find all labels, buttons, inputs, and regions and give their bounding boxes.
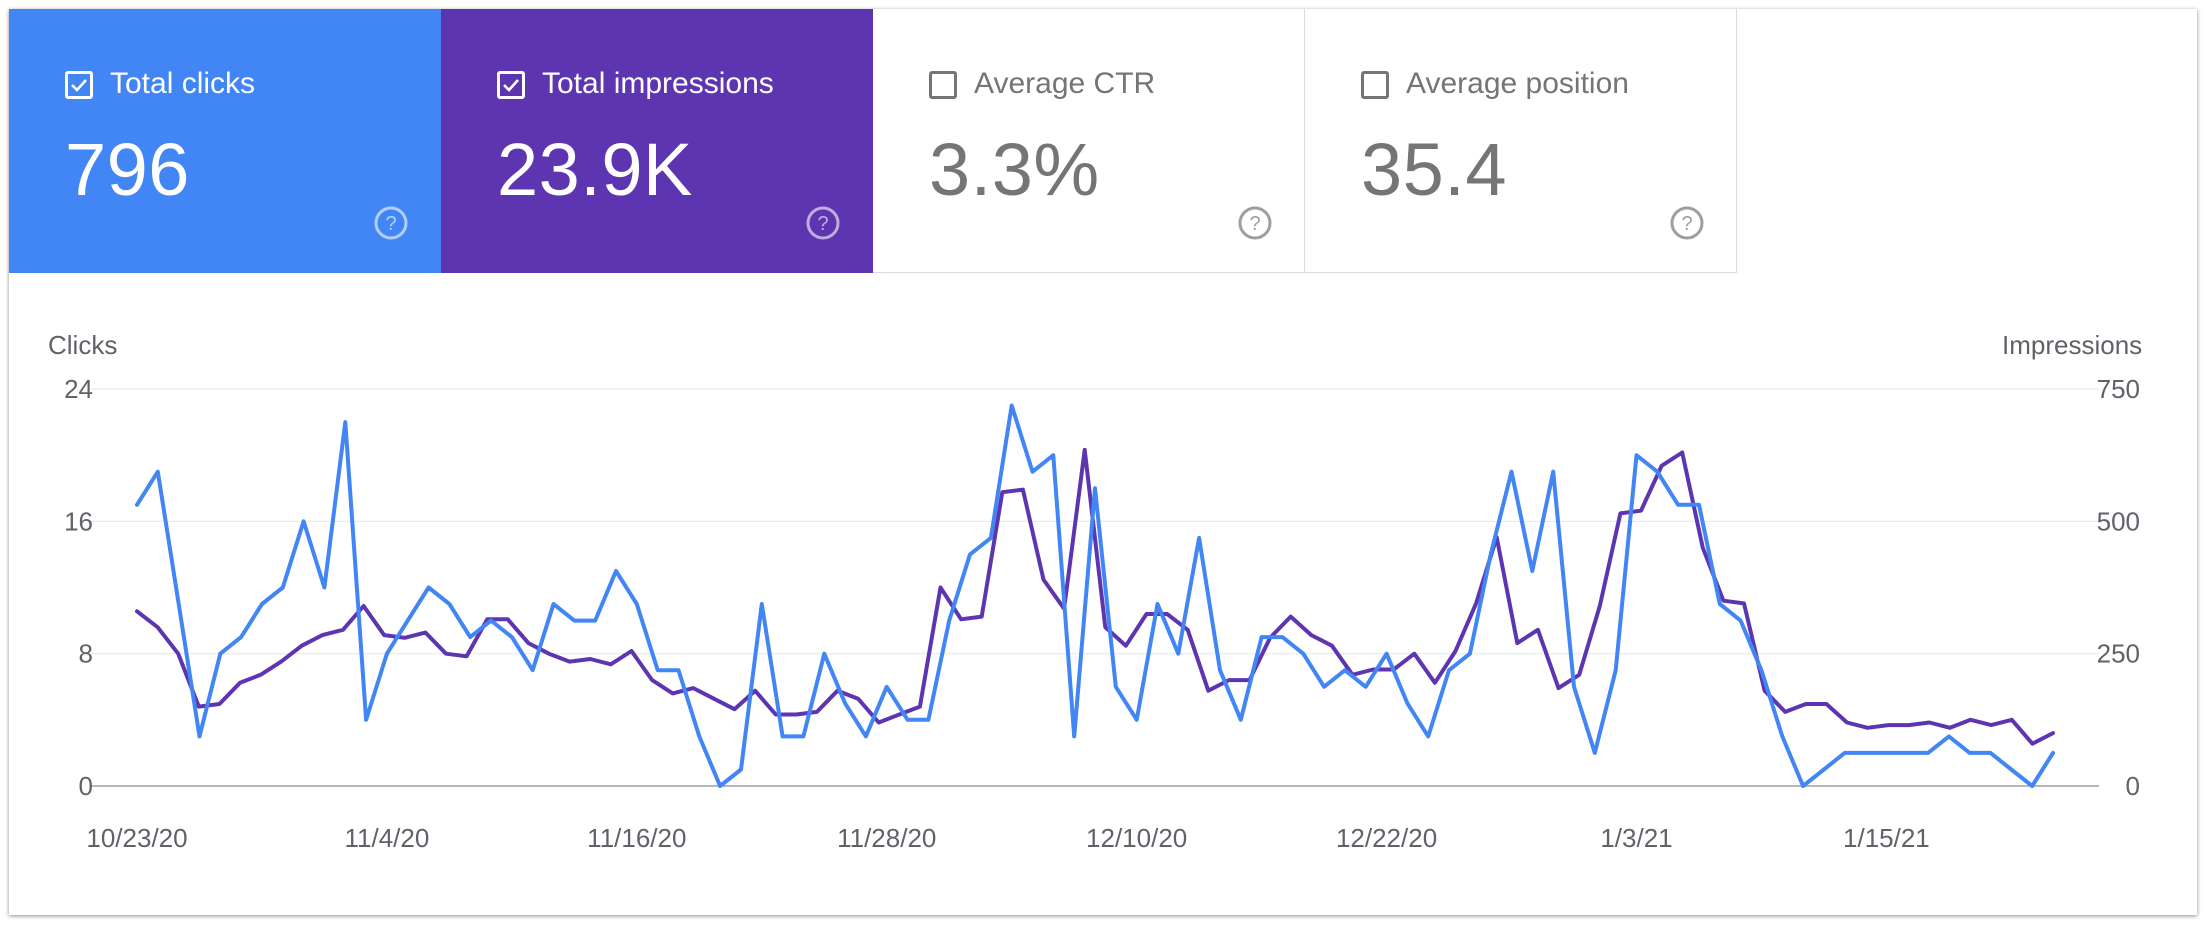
metric-value: 3.3% bbox=[929, 128, 1100, 211]
checkmark-icon bbox=[71, 79, 87, 92]
y-right-tick-label: 750 bbox=[2097, 374, 2140, 404]
y-left-tick-label: 24 bbox=[64, 374, 93, 404]
svg-text:?: ? bbox=[1249, 213, 1260, 235]
y-right-tick-label: 250 bbox=[2097, 639, 2140, 669]
metric-tile-average-ctr[interactable]: Average CTR 3.3% ? bbox=[873, 9, 1305, 273]
x-tick-label: 1/3/21 bbox=[1600, 823, 1672, 853]
checkmark-icon bbox=[503, 79, 519, 92]
x-tick-label: 11/28/20 bbox=[837, 823, 936, 853]
checkbox-icon[interactable] bbox=[497, 71, 525, 99]
help-circle-icon[interactable]: ? bbox=[373, 205, 409, 241]
x-tick-label: 11/4/20 bbox=[344, 823, 429, 853]
help-circle-icon[interactable]: ? bbox=[1237, 205, 1273, 241]
x-tick-label: 12/10/20 bbox=[1086, 823, 1187, 853]
x-tick-label: 1/15/21 bbox=[1843, 823, 1930, 853]
help-circle-icon[interactable]: ? bbox=[1669, 205, 1705, 241]
metric-tile-total-clicks[interactable]: Total clicks 796 ? bbox=[9, 9, 441, 273]
help-circle-icon[interactable]: ? bbox=[805, 205, 841, 241]
metric-label: Average CTR bbox=[974, 67, 1156, 100]
left-axis-title: Clicks bbox=[48, 330, 118, 360]
y-right-tick-label: 500 bbox=[2097, 506, 2140, 536]
metric-value: 796 bbox=[65, 128, 190, 211]
metric-tile-total-impressions[interactable]: Total impressions 23.9K ? bbox=[441, 9, 873, 273]
svg-text:?: ? bbox=[1681, 213, 1692, 235]
impressions-series-line bbox=[135, 447, 2055, 746]
checkbox-icon[interactable] bbox=[1361, 71, 1389, 99]
svg-text:?: ? bbox=[817, 213, 828, 235]
metric-value: 23.9K bbox=[497, 128, 693, 211]
clicks-series-line bbox=[135, 403, 2055, 788]
y-left-tick-label: 8 bbox=[79, 639, 93, 669]
metric-label: Total clicks bbox=[110, 67, 256, 100]
metric-value: 35.4 bbox=[1361, 128, 1508, 211]
y-right-tick-label: 0 bbox=[2126, 771, 2140, 801]
performance-chart: 0 0 8 250 16 500 24 750 10/23/20 11/4/20 11/16/20 1… bbox=[64, 374, 2140, 853]
x-tick-label: 12/22/20 bbox=[1336, 823, 1437, 853]
x-tick-label: 11/16/20 bbox=[587, 823, 686, 853]
checkbox-icon[interactable] bbox=[65, 71, 93, 99]
metric-tile-average-position[interactable]: Average position 35.4 ? bbox=[1305, 9, 1737, 273]
metric-label: Total impressions bbox=[542, 67, 774, 100]
checkbox-icon[interactable] bbox=[929, 71, 957, 99]
y-left-tick-label: 0 bbox=[79, 771, 93, 801]
right-axis-title: Impressions bbox=[2002, 330, 2143, 360]
svg-text:?: ? bbox=[385, 213, 396, 235]
x-tick-label: 10/23/20 bbox=[86, 823, 187, 853]
y-left-tick-label: 16 bbox=[64, 506, 93, 536]
performance-card: Total clicks 796 ? Total impressions 23.… bbox=[9, 9, 2197, 915]
metric-label: Average position bbox=[1406, 67, 1629, 100]
